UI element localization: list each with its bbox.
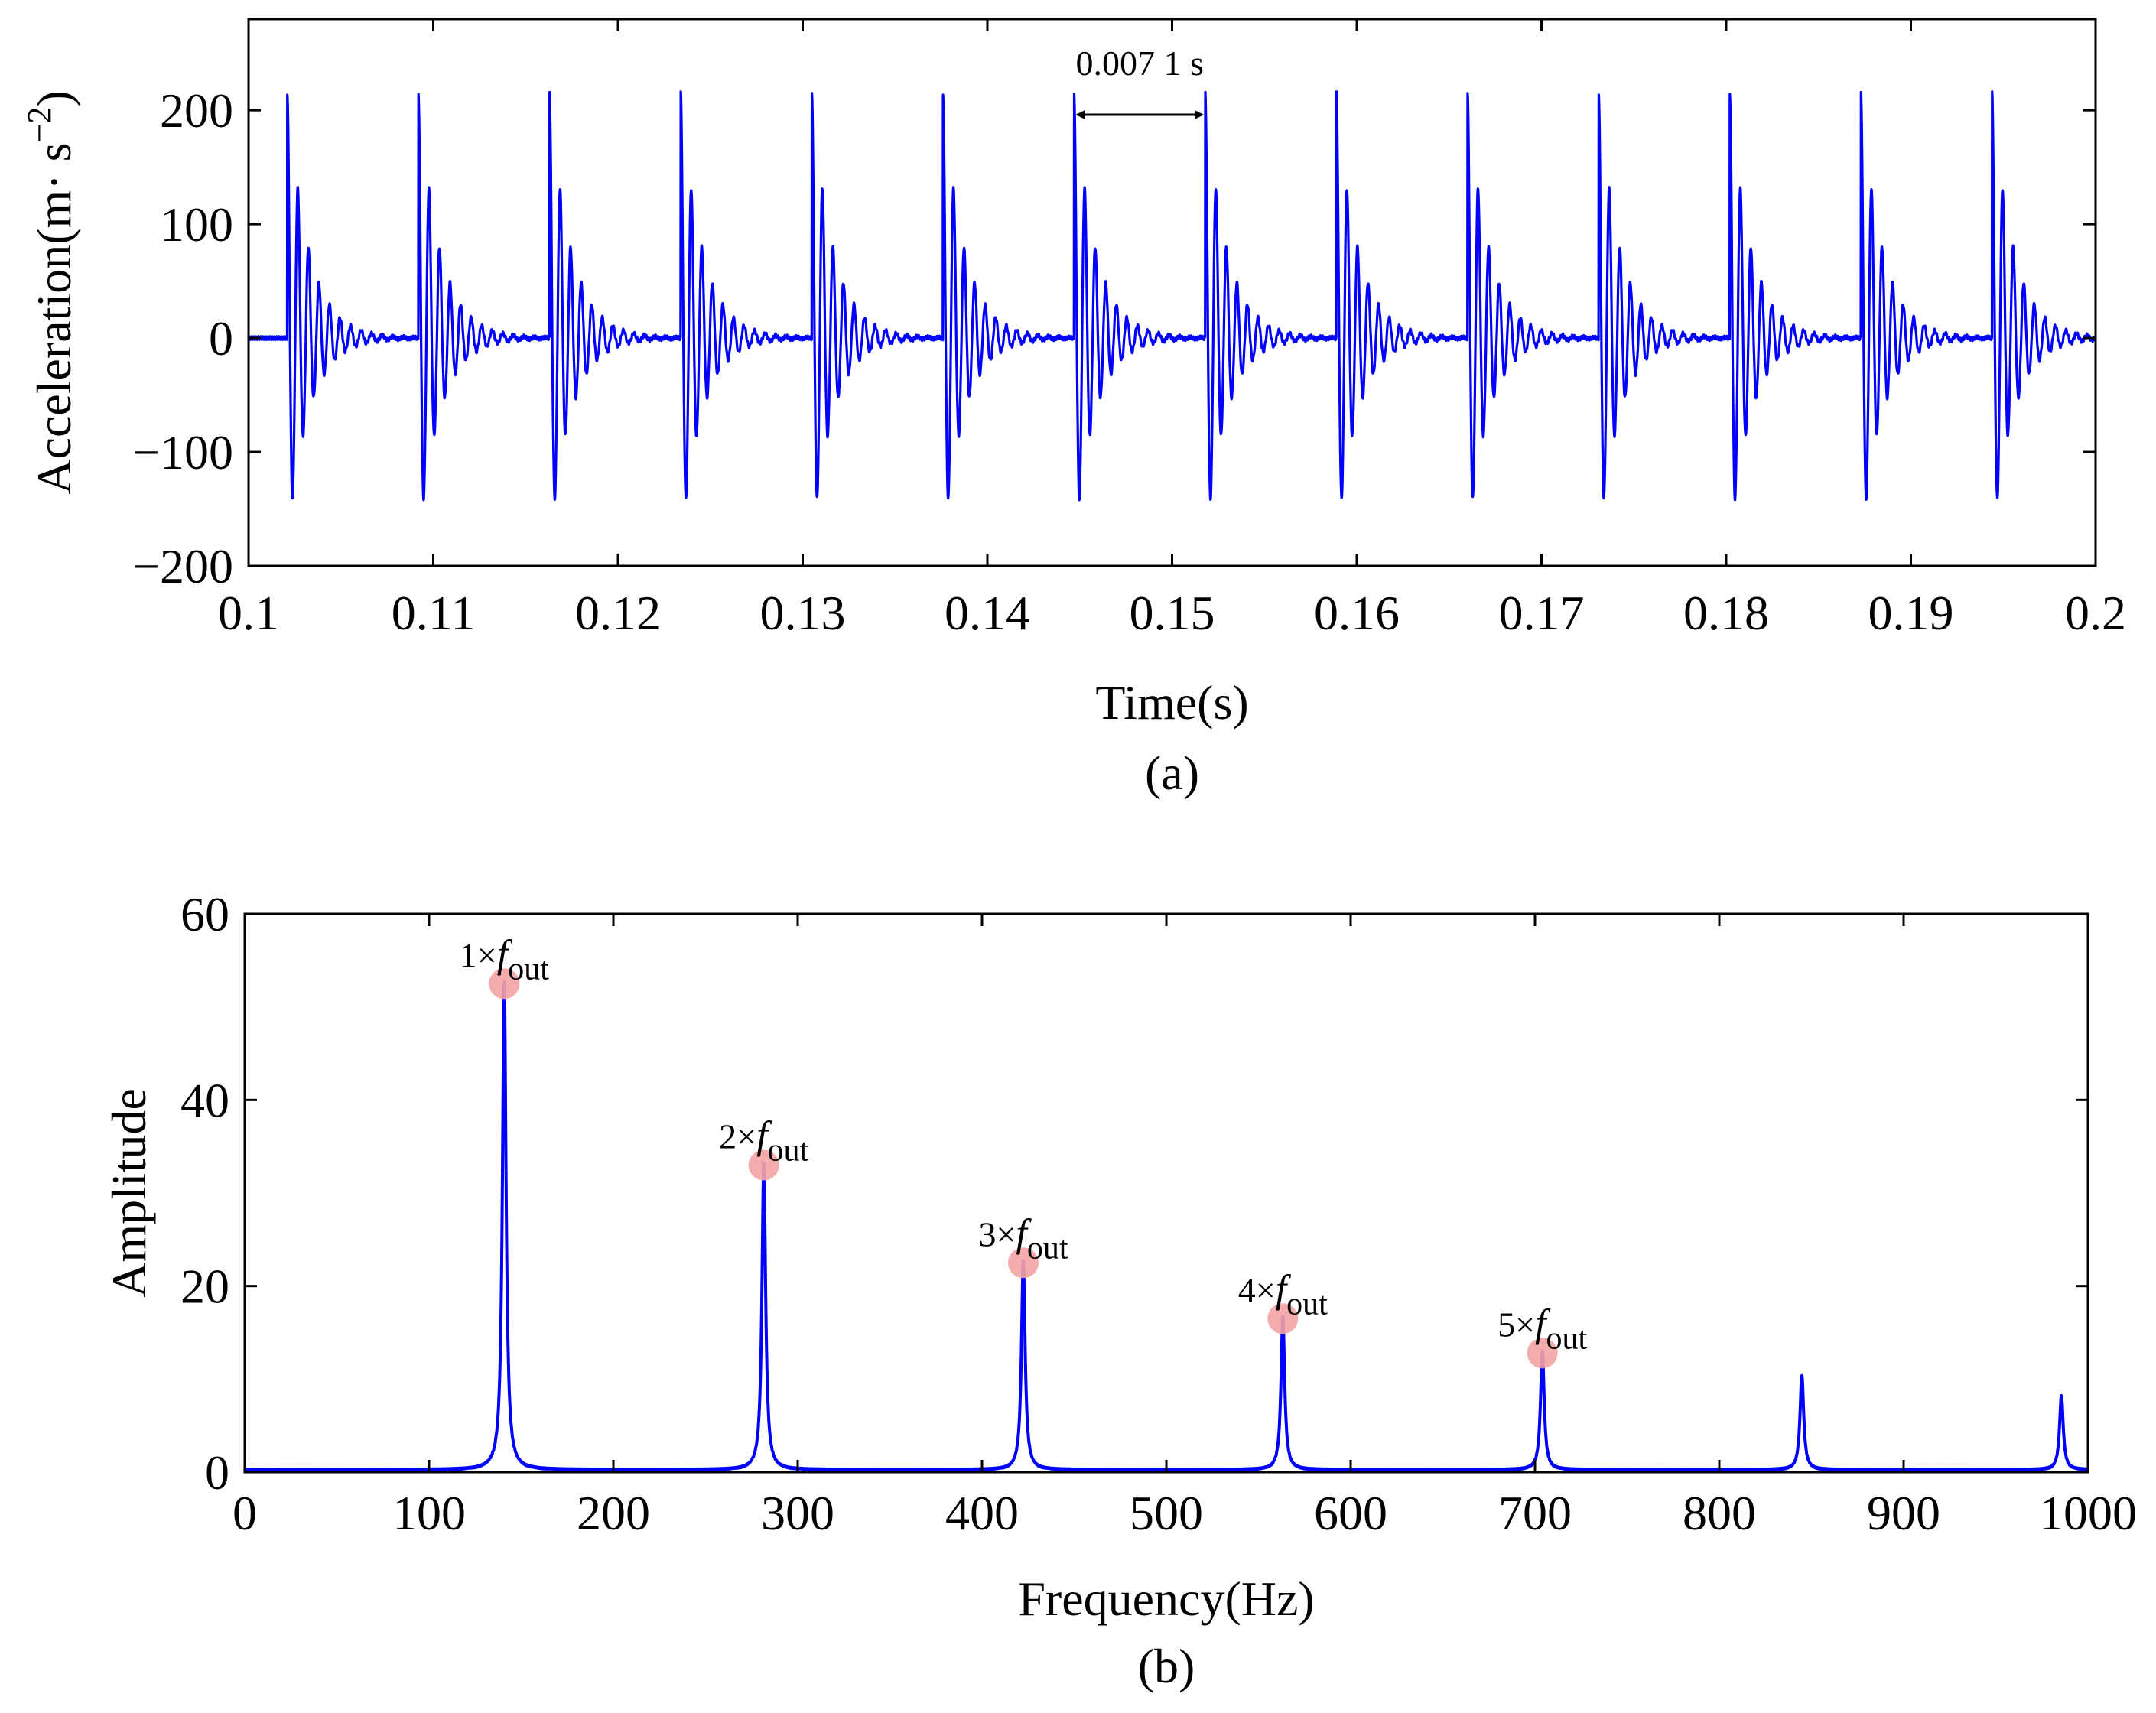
harmonic-marker-4 (1267, 1303, 1299, 1334)
harmonic-label-prefix: 2× (719, 1117, 756, 1156)
y-tick-label-a: 100 (160, 197, 233, 252)
panel-a-time-signal: 0.1 0.11 0.12 0.13 0.14 0.15 0.16 0.17 0.18 0.19 0… (21, 18, 2126, 800)
harmonic-label-sub: out (768, 1133, 809, 1169)
harmonic-label-prefix: 1× (460, 935, 497, 974)
x-tick-label-a: 0.2 (2065, 586, 2126, 640)
x-tick-label-b: 600 (1314, 1486, 1387, 1540)
y-tick-label-a: −100 (132, 425, 233, 479)
x-axis-ticks-b: 0 100 200 300 400 500 600 700 800 900 1000 (233, 914, 2137, 1540)
x-tick-label-a: 0.11 (392, 586, 476, 640)
x-tick-label-a: 0.18 (1683, 586, 1769, 640)
x-tick-label-a: 0.1 (218, 586, 279, 640)
plot-frame-a (247, 18, 2097, 567)
y-axis-label-a-close: ) (27, 90, 81, 106)
x-tick-label-b: 700 (1498, 1486, 1572, 1540)
panel-b-spectrum: 0 100 200 300 400 500 600 700 800 900 1000 0 20 40 60… (102, 887, 2137, 1693)
x-tick-label-b: 100 (392, 1486, 466, 1540)
x-tick-label-a: 0.13 (760, 586, 846, 640)
spectrum-series (243, 980, 2089, 1472)
x-tick-label-b: 800 (1683, 1486, 1756, 1540)
y-axis-label-a-main: Acceleration(m· s (27, 142, 81, 494)
y-axis-label-a-exponent: −2 (21, 107, 58, 143)
y-axis-ticks-a: −200 −100 0 100 200 (132, 83, 2096, 593)
harmonic-marker-1 (489, 968, 520, 1000)
harmonic-marker-3 (1007, 1247, 1039, 1279)
x-tick-label-b: 400 (945, 1486, 1019, 1540)
x-tick-label-a: 0.12 (575, 586, 661, 640)
x-tick-label-a: 0.15 (1130, 586, 1215, 640)
x-tick-label-b: 300 (761, 1486, 834, 1540)
harmonic-label-prefix: 4× (1238, 1270, 1276, 1309)
y-tick-label-b: 20 (180, 1260, 229, 1314)
harmonic-markers (489, 968, 1558, 1369)
y-tick-label-a: −200 (132, 539, 233, 593)
x-tick-label-b: 0 (233, 1486, 257, 1540)
caption-b: (b) (1138, 1639, 1195, 1693)
harmonic-label-prefix: 5× (1497, 1305, 1535, 1344)
y-tick-label-a: 200 (160, 83, 233, 138)
y-axis-ticks-b: 0 20 40 60 (180, 887, 2088, 1500)
harmonic-label-4: 4×fout (1238, 1267, 1328, 1321)
x-tick-label-b: 200 (577, 1486, 650, 1540)
x-axis-ticks-a: 0.1 0.11 0.12 0.13 0.14 0.15 0.16 0.17 0.18 0.19 0… (218, 19, 2126, 640)
x-tick-label-b: 900 (1867, 1486, 1940, 1540)
harmonic-marker-2 (748, 1149, 779, 1181)
harmonic-label-prefix: 3× (978, 1214, 1016, 1253)
y-tick-label-b: 60 (180, 887, 229, 941)
spectrum-line (243, 980, 2089, 1472)
harmonic-label-sub: out (508, 951, 549, 987)
harmonic-label-sub: out (1027, 1230, 1068, 1266)
harmonic-label-sub: out (1286, 1286, 1328, 1321)
x-axis-label-a: Time(s) (1095, 675, 1248, 730)
period-annotation: 0.007 1 s (1075, 44, 1204, 119)
acceleration-line (247, 90, 2097, 502)
x-tick-label-a: 0.17 (1499, 586, 1585, 640)
harmonic-marker-5 (1527, 1338, 1558, 1369)
x-tick-label-b: 500 (1130, 1486, 1203, 1540)
harmonic-label-1: 1×fout (460, 932, 549, 987)
y-tick-label-b: 40 (180, 1073, 229, 1127)
x-tick-label-b: 1000 (2039, 1486, 2137, 1540)
caption-a: (a) (1145, 746, 1199, 800)
period-label: 0.007 1 s (1076, 44, 1204, 83)
y-axis-label-a: Acceleration(m· s−2) (21, 90, 81, 494)
harmonic-label-5: 5×fout (1497, 1302, 1587, 1356)
x-tick-label-a: 0.14 (945, 586, 1030, 640)
plot-frame-b (243, 912, 2089, 1474)
acceleration-series (247, 90, 2097, 502)
harmonic-label-3: 3×fout (978, 1211, 1068, 1266)
x-tick-label-a: 0.19 (1868, 586, 1954, 640)
x-tick-label-a: 0.16 (1314, 586, 1400, 640)
y-tick-label-b: 0 (205, 1445, 229, 1500)
x-axis-label-b: Frequency(Hz) (1018, 1572, 1314, 1626)
y-tick-label-a: 0 (209, 311, 233, 366)
y-axis-label-b: Amplitude (102, 1088, 156, 1298)
harmonic-label-sub: out (1546, 1321, 1588, 1356)
